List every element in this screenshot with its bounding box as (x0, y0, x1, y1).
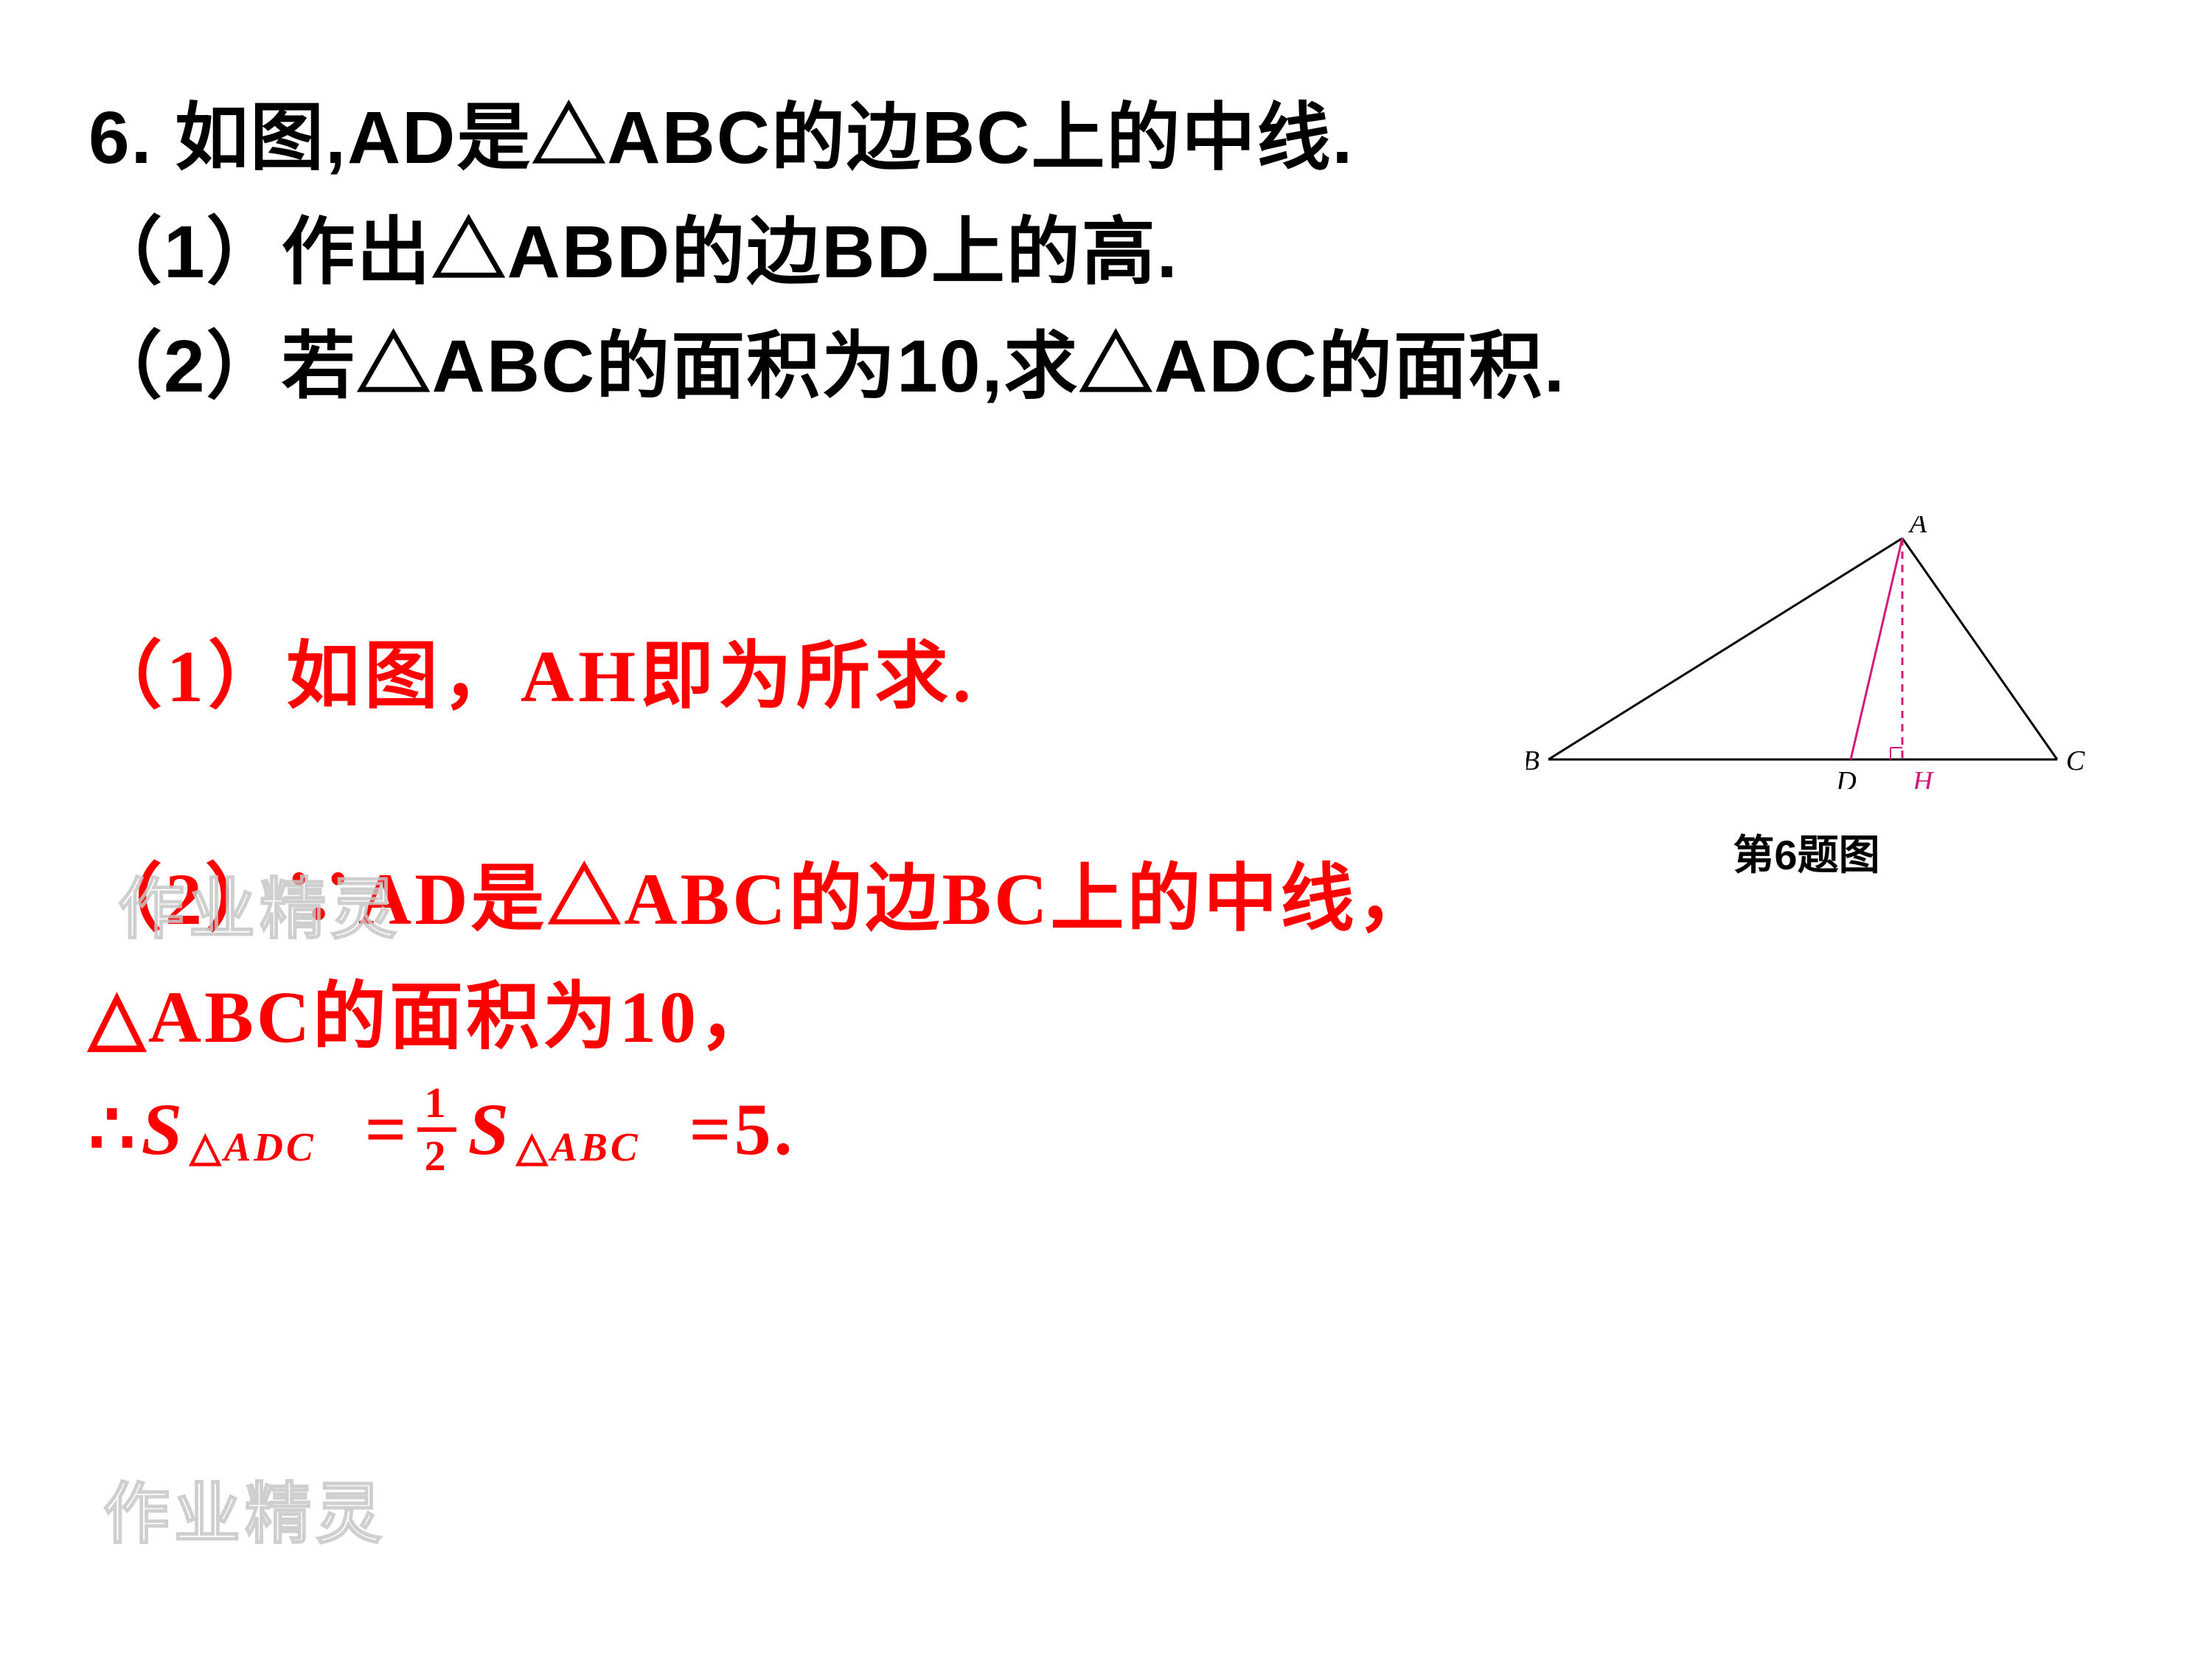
fraction-half: 1 2 (417, 1082, 456, 1178)
svg-text:A: A (1907, 516, 1927, 539)
fraction-denominator: 2 (425, 1132, 449, 1178)
svg-text:C: C (2066, 745, 2085, 776)
problem-line-1: 6. 如图,AD是△ABC的边BC上的中线. (88, 81, 2124, 195)
problem-line-2: （1）作出△ABD的边BD上的高. (88, 195, 2124, 310)
answer-part-2: （2）∵AD是△ABC的边BC上的中线， △ABC的面积为10， ∴ S △AD… (88, 841, 2124, 1189)
figure-container: A B C D H 第6题图 (1526, 516, 2087, 882)
svg-text:D: D (1835, 766, 1856, 789)
slide-page: 学一本通 版七下 6. 如图,AD是△ABC的边BC上的中线. （1）作出△AB… (0, 0, 2212, 1659)
problem-line-3: （2）若△ABC的面积为10,求△ADC的面积. (88, 310, 2124, 424)
answer2-line-2: △ABC的面积为10， (88, 959, 2124, 1077)
triangle-symbol-1: △ (189, 1124, 223, 1169)
answer2-formula: ∴ S △ADC = 1 2 S △ABC =5. (88, 1071, 2124, 1189)
therefore-symbol: ∴ (88, 1071, 139, 1189)
adc-label: ADC (224, 1124, 316, 1169)
abc-label: ABC (551, 1124, 641, 1169)
S-symbol-2: S (468, 1071, 512, 1189)
watermark-text-2: 作业精灵 (103, 1460, 386, 1556)
triangle-diagram: A B C D H (1526, 516, 2087, 789)
problem-statement: 6. 如图,AD是△ABC的边BC上的中线. （1）作出△ABD的边BD上的高.… (88, 81, 2124, 424)
subscript-abc: △ABC (512, 1115, 644, 1180)
svg-text:H: H (1912, 766, 1935, 789)
equals-5: =5. (689, 1071, 796, 1189)
S-symbol-1: S (142, 1071, 186, 1189)
figure-caption: 第6题图 (1526, 822, 2087, 882)
subscript-adc: △ADC (185, 1115, 320, 1180)
svg-text:B: B (1526, 745, 1540, 776)
triangle-symbol-2: △ (516, 1124, 550, 1169)
equals-1: = (365, 1071, 410, 1189)
fraction-numerator: 1 (417, 1082, 456, 1132)
